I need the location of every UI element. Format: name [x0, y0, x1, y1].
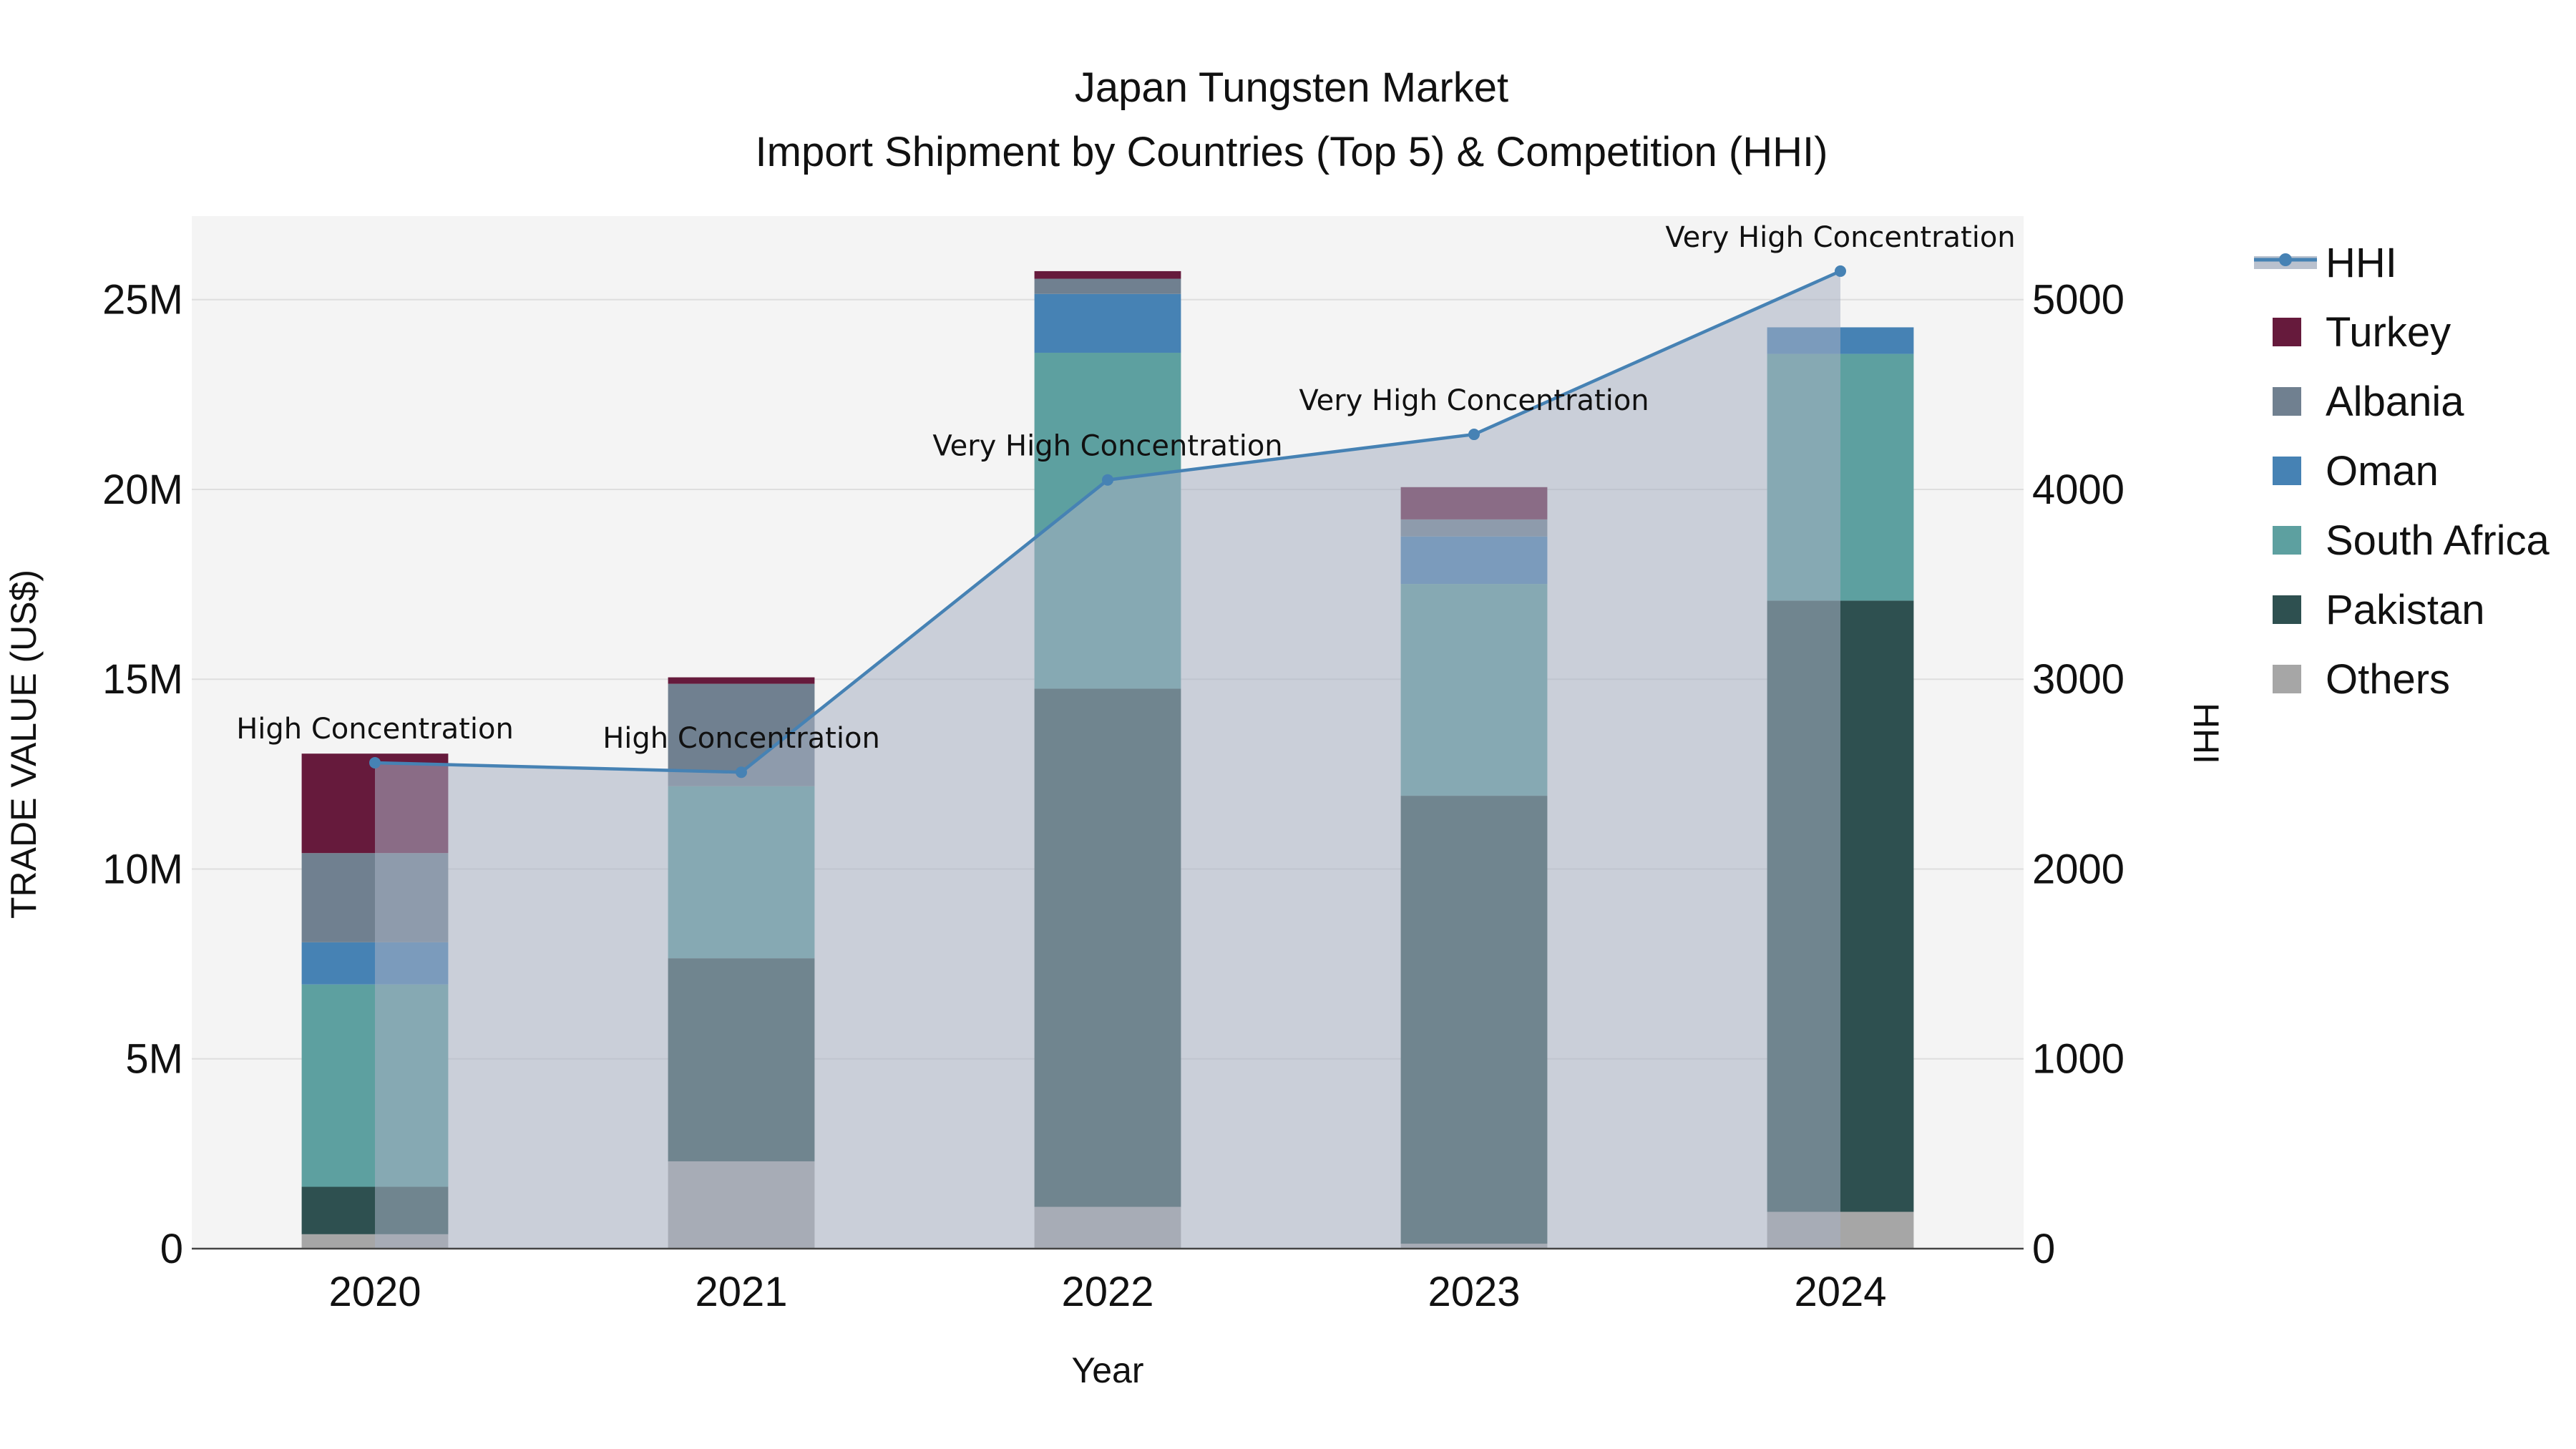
x-axis-label: Year	[1071, 1350, 1143, 1390]
y-tick-15m: 15M	[102, 656, 183, 703]
y-tick-0: 0	[160, 1226, 183, 1272]
y2-tick-1000: 1000	[2032, 1036, 2124, 1083]
legend-item-pakistan[interactable]: Pakistan	[2273, 587, 2484, 633]
hhi-point-2022[interactable]	[1102, 474, 1113, 486]
hhi-point-2024[interactable]	[1835, 265, 1846, 277]
bar-albania-2022[interactable]	[1034, 278, 1181, 294]
legend-item-oman[interactable]: Oman	[2273, 448, 2439, 494]
bar-turkey-2022[interactable]	[1034, 270, 1181, 279]
legend-item-others[interactable]: Others	[2273, 656, 2450, 703]
hhi-point-2021[interactable]	[736, 766, 747, 779]
hhi-annotation-2022: Very High Concentration	[932, 430, 1282, 463]
legend-label-others: Others	[2326, 656, 2450, 703]
legend-swatch-hhi-marker	[2279, 253, 2292, 266]
legend-swatch-south-africa	[2273, 526, 2301, 555]
legend-swatch-turkey	[2273, 318, 2301, 346]
legend-item-albania[interactable]: Albania	[2273, 379, 2464, 425]
bar-oman-2022[interactable]	[1034, 293, 1181, 353]
legend-swatch-oman	[2273, 457, 2301, 485]
y2-tick-4000: 4000	[2032, 467, 2124, 513]
y-tick-25m: 25M	[102, 277, 183, 323]
chart-subtitle: Import Shipment by Countries (Top 5) & C…	[756, 129, 1828, 175]
legend-label-oman: Oman	[2326, 448, 2439, 494]
hhi-annotation-2023: Very High Concentration	[1299, 384, 1649, 417]
legend-swatch-pakistan	[2273, 595, 2301, 624]
legend-label-hhi: HHI	[2326, 240, 2397, 286]
y-axis-label: TRADE VALUE (US$)	[4, 570, 44, 919]
hhi-annotation-2024: Very High Concentration	[1665, 221, 2015, 254]
legend-item-turkey[interactable]: Turkey	[2273, 309, 2451, 356]
legend-label-pakistan: Pakistan	[2326, 587, 2484, 633]
legend-swatch-albania	[2273, 387, 2301, 416]
legend[interactable]: HHI Turkey Albania Oman South Africa Pakistan…	[2254, 240, 2550, 703]
hhi-point-2020[interactable]	[369, 756, 381, 769]
y-tick-5m: 5M	[125, 1036, 183, 1083]
y2-tick-0: 0	[2032, 1226, 2055, 1272]
y-tick-20m: 20M	[102, 467, 183, 513]
legend-item-hhi[interactable]: HHI	[2254, 240, 2397, 286]
hhi-annotation-2021: High Concentration	[602, 722, 880, 755]
legend-label-albania: Albania	[2326, 379, 2464, 425]
y-tick-10m: 10M	[102, 846, 183, 892]
bar-turkey-2021[interactable]	[668, 677, 815, 684]
x-tick-2022: 2022	[1061, 1269, 1153, 1315]
hhi-area	[375, 270, 1840, 1249]
y2-tick-5000: 5000	[2032, 277, 2124, 323]
y2-tick-3000: 3000	[2032, 656, 2124, 703]
legend-item-south-africa[interactable]: South Africa	[2273, 517, 2550, 564]
x-tick-2020: 2020	[328, 1269, 421, 1315]
legend-swatch-others	[2273, 665, 2301, 693]
chart-title: Japan Tungsten Market	[1075, 64, 1508, 111]
legend-label-turkey: Turkey	[2326, 309, 2451, 356]
hhi-point-2023[interactable]	[1468, 429, 1480, 441]
x-tick-2024: 2024	[1794, 1269, 1886, 1315]
x-tick-2021: 2021	[695, 1269, 787, 1315]
x-tick-2023: 2023	[1428, 1269, 1520, 1315]
axes: 2020 2021 2022 2023 2024 0 5M 10M 15M 20M 25M 0 1000…	[102, 277, 2124, 1315]
legend-label-south-africa: South Africa	[2326, 517, 2550, 564]
hhi-series: High Concentration High Concentration Very…	[236, 221, 2016, 1249]
y2-axis-label: HHI	[2186, 703, 2226, 764]
y2-tick-2000: 2000	[2032, 846, 2124, 892]
hhi-annotation-2020: High Concentration	[236, 713, 514, 746]
